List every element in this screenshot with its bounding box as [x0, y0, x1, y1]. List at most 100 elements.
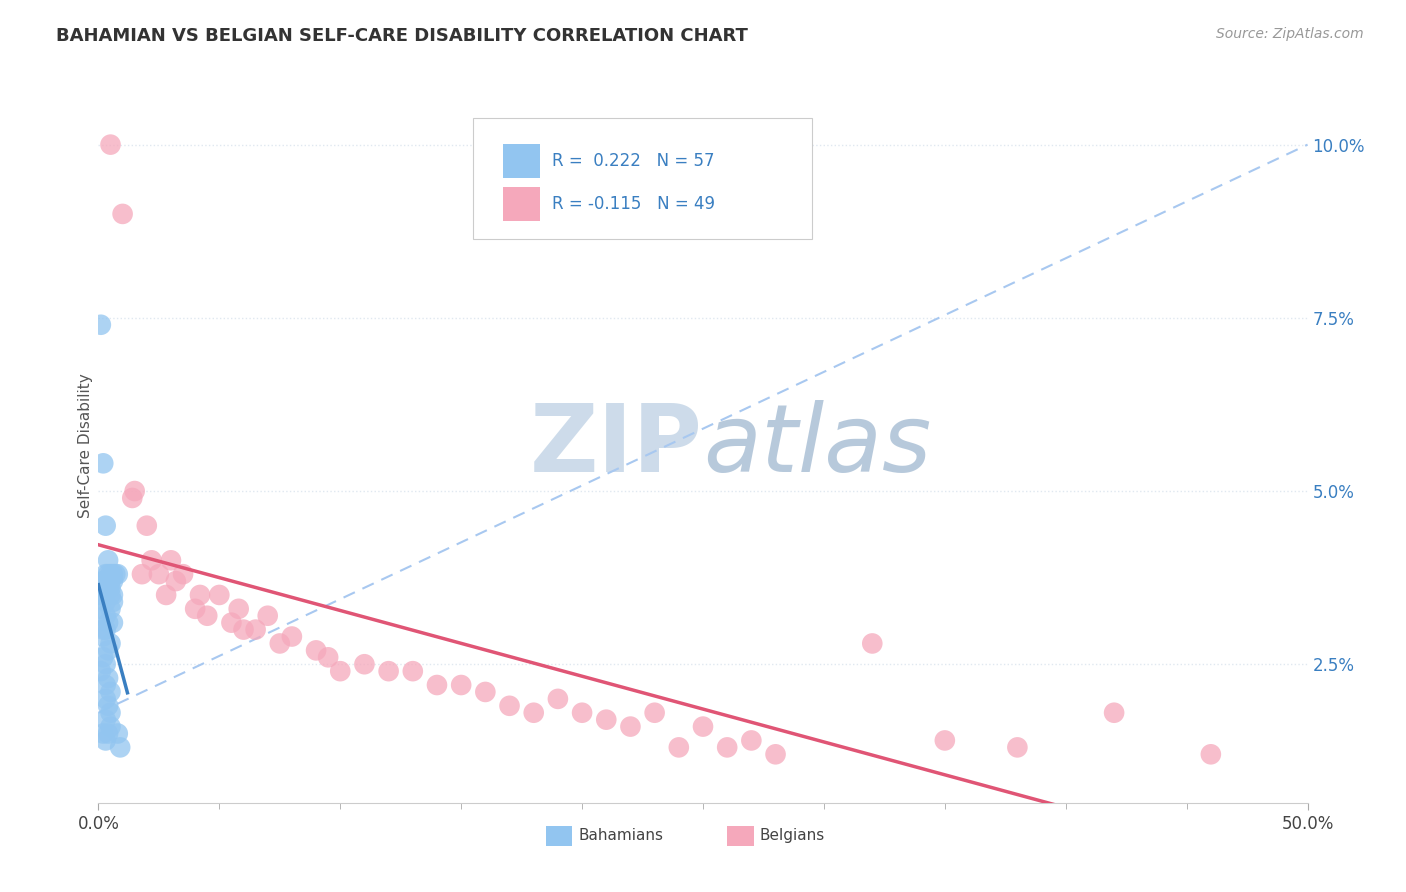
Point [94, 691, 117, 706]
Point [523, 706, 546, 720]
Point [94, 567, 117, 582]
Point [94, 518, 117, 533]
Point [91, 574, 114, 588]
Point [97, 567, 120, 582]
Point [281, 630, 304, 644]
Point [426, 678, 449, 692]
Point [269, 636, 291, 650]
Point [94, 623, 117, 637]
Point [94, 733, 117, 747]
Point [91, 588, 114, 602]
Point [165, 574, 187, 588]
Point [172, 567, 194, 582]
Point [91, 581, 114, 595]
Point [124, 483, 146, 498]
Point [100, 574, 122, 588]
Point [101, 567, 124, 582]
Point [101, 574, 124, 588]
Point [141, 553, 163, 567]
Text: R = -0.115   N = 49: R = -0.115 N = 49 [551, 195, 714, 213]
Point [353, 657, 375, 672]
Point [692, 720, 714, 734]
Point [91, 726, 114, 740]
Point [1199, 747, 1222, 762]
Point [107, 567, 129, 582]
FancyBboxPatch shape [546, 826, 572, 846]
Point [100, 602, 122, 616]
Point [90, 602, 112, 616]
Point [91, 623, 114, 637]
Point [97, 581, 120, 595]
Point [91, 588, 114, 602]
Text: Source: ZipAtlas.com: Source: ZipAtlas.com [1216, 27, 1364, 41]
Point [90, 664, 112, 678]
Point [100, 137, 122, 152]
FancyBboxPatch shape [503, 145, 540, 178]
Point [135, 518, 157, 533]
FancyBboxPatch shape [727, 826, 754, 846]
Point [547, 691, 569, 706]
Point [1007, 740, 1029, 755]
Point [97, 553, 120, 567]
Point [232, 623, 254, 637]
Point [100, 581, 122, 595]
Point [107, 726, 129, 740]
Point [91, 630, 114, 644]
Point [474, 685, 496, 699]
Point [97, 574, 120, 588]
Point [94, 678, 117, 692]
Point [94, 574, 117, 588]
Point [94, 581, 117, 595]
Point [101, 595, 124, 609]
Point [100, 636, 122, 650]
Text: Bahamians: Bahamians [578, 828, 664, 843]
Point [91, 456, 114, 470]
Point [668, 740, 690, 755]
Point [195, 608, 218, 623]
Point [97, 726, 120, 740]
Point [184, 602, 207, 616]
Point [100, 567, 122, 582]
Point [402, 664, 425, 678]
Point [90, 581, 112, 595]
Point [91, 650, 114, 665]
Point [305, 643, 328, 657]
Point [155, 588, 177, 602]
Point [90, 318, 112, 332]
Text: BAHAMIAN VS BELGIAN SELF-CARE DISABILITY CORRELATION CHART: BAHAMIAN VS BELGIAN SELF-CARE DISABILITY… [56, 27, 748, 45]
Point [97, 671, 120, 685]
FancyBboxPatch shape [474, 118, 811, 239]
Point [108, 740, 131, 755]
Point [450, 678, 472, 692]
Text: atlas: atlas [703, 401, 931, 491]
Point [101, 615, 124, 630]
Point [97, 643, 120, 657]
Point [595, 713, 617, 727]
Point [100, 588, 122, 602]
Point [571, 706, 593, 720]
Point [316, 650, 339, 665]
Point [329, 664, 352, 678]
Point [101, 588, 124, 602]
Point [100, 685, 122, 699]
Point [188, 588, 211, 602]
Point [104, 567, 127, 582]
Point [934, 733, 956, 747]
Point [91, 588, 114, 602]
Point [228, 602, 250, 616]
Point [765, 747, 787, 762]
Point [740, 733, 762, 747]
FancyBboxPatch shape [503, 187, 540, 221]
Point [97, 615, 120, 630]
Point [94, 574, 117, 588]
Point [94, 595, 117, 609]
Point [111, 207, 134, 221]
Point [619, 720, 641, 734]
Point [100, 720, 122, 734]
Point [97, 698, 120, 713]
Point [245, 623, 267, 637]
Point [860, 636, 883, 650]
Point [1102, 706, 1125, 720]
Y-axis label: Self-Care Disability: Self-Care Disability [77, 374, 93, 518]
Point [121, 491, 143, 505]
